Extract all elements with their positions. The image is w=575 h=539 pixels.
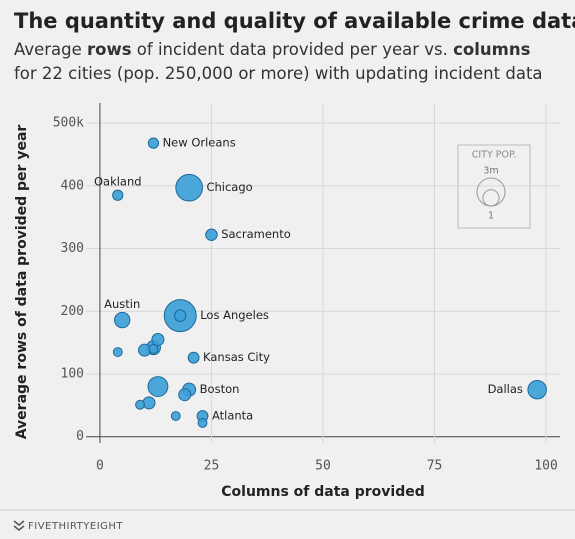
- legend-circle: [476, 177, 506, 207]
- bubble-label: Atlanta: [212, 409, 253, 423]
- bubble: [112, 189, 124, 201]
- x-tick-label: 50: [315, 459, 331, 474]
- x-tick-label: 75: [427, 459, 443, 474]
- bubble: [135, 399, 146, 410]
- bubble: [114, 311, 131, 329]
- bubble: [142, 396, 156, 410]
- source: FIVETHIRTYEIGHT: [28, 521, 123, 532]
- bubble: [148, 343, 159, 354]
- bubble-label: Sacramento: [221, 227, 291, 241]
- bubble: [178, 388, 192, 402]
- bubble: [527, 379, 547, 400]
- subtitle-part: Average: [14, 40, 87, 59]
- legend-title: CITY POP.: [472, 150, 517, 161]
- legend-box: [457, 144, 531, 229]
- legend-label: 1: [488, 211, 494, 222]
- bubble-label: Austin: [104, 297, 140, 311]
- y-tick-label: 400: [61, 178, 84, 193]
- subtitle-part: columns: [453, 40, 530, 59]
- subtitle-part: for 22 cities (pop. 250,000 or more) wit…: [14, 64, 543, 83]
- bubble-label: Dallas: [488, 382, 523, 396]
- subtitle-part: of incident data provided per year vs.: [132, 40, 454, 59]
- subtitle-part: rows: [87, 40, 132, 59]
- x-tick-label: 0: [96, 459, 104, 474]
- bubble-label: Oakland: [94, 175, 142, 189]
- bubble-label: Chicago: [206, 180, 252, 194]
- y-axis-title: Average rows of data provided per year: [14, 125, 30, 440]
- bubble: [151, 332, 165, 347]
- x-tick-label: 25: [204, 459, 220, 474]
- bubble: [147, 137, 160, 149]
- bubble: [187, 351, 200, 364]
- y-tick-label: 500k: [53, 116, 84, 131]
- bubble: [170, 411, 181, 421]
- logo: [13, 520, 25, 531]
- x-tick-label: 100: [534, 459, 557, 474]
- chart-title: The quantity and quality of available cr…: [14, 9, 575, 33]
- bubble: [174, 309, 187, 322]
- bubble-label: Los Angeles: [200, 308, 269, 322]
- bubble: [205, 228, 218, 241]
- x-axis-title: Columns of data provided: [221, 484, 425, 500]
- y-tick-label: 0: [76, 429, 84, 444]
- y-tick-label: 200: [61, 304, 84, 319]
- bubble-label: Boston: [200, 382, 240, 396]
- bubble-label: New Orleans: [163, 136, 236, 150]
- y-tick-label: 100: [61, 367, 84, 382]
- bubble: [147, 376, 169, 397]
- bubble: [175, 173, 203, 202]
- legend-label: 3m: [483, 165, 498, 176]
- bubble: [197, 417, 208, 428]
- legend-circle: [482, 189, 500, 207]
- bubble-label: Kansas City: [203, 350, 270, 364]
- bubble: [112, 347, 123, 357]
- chart-subtitle: Average rows of incident data provided p…: [14, 40, 543, 83]
- y-tick-label: 300: [61, 241, 84, 256]
